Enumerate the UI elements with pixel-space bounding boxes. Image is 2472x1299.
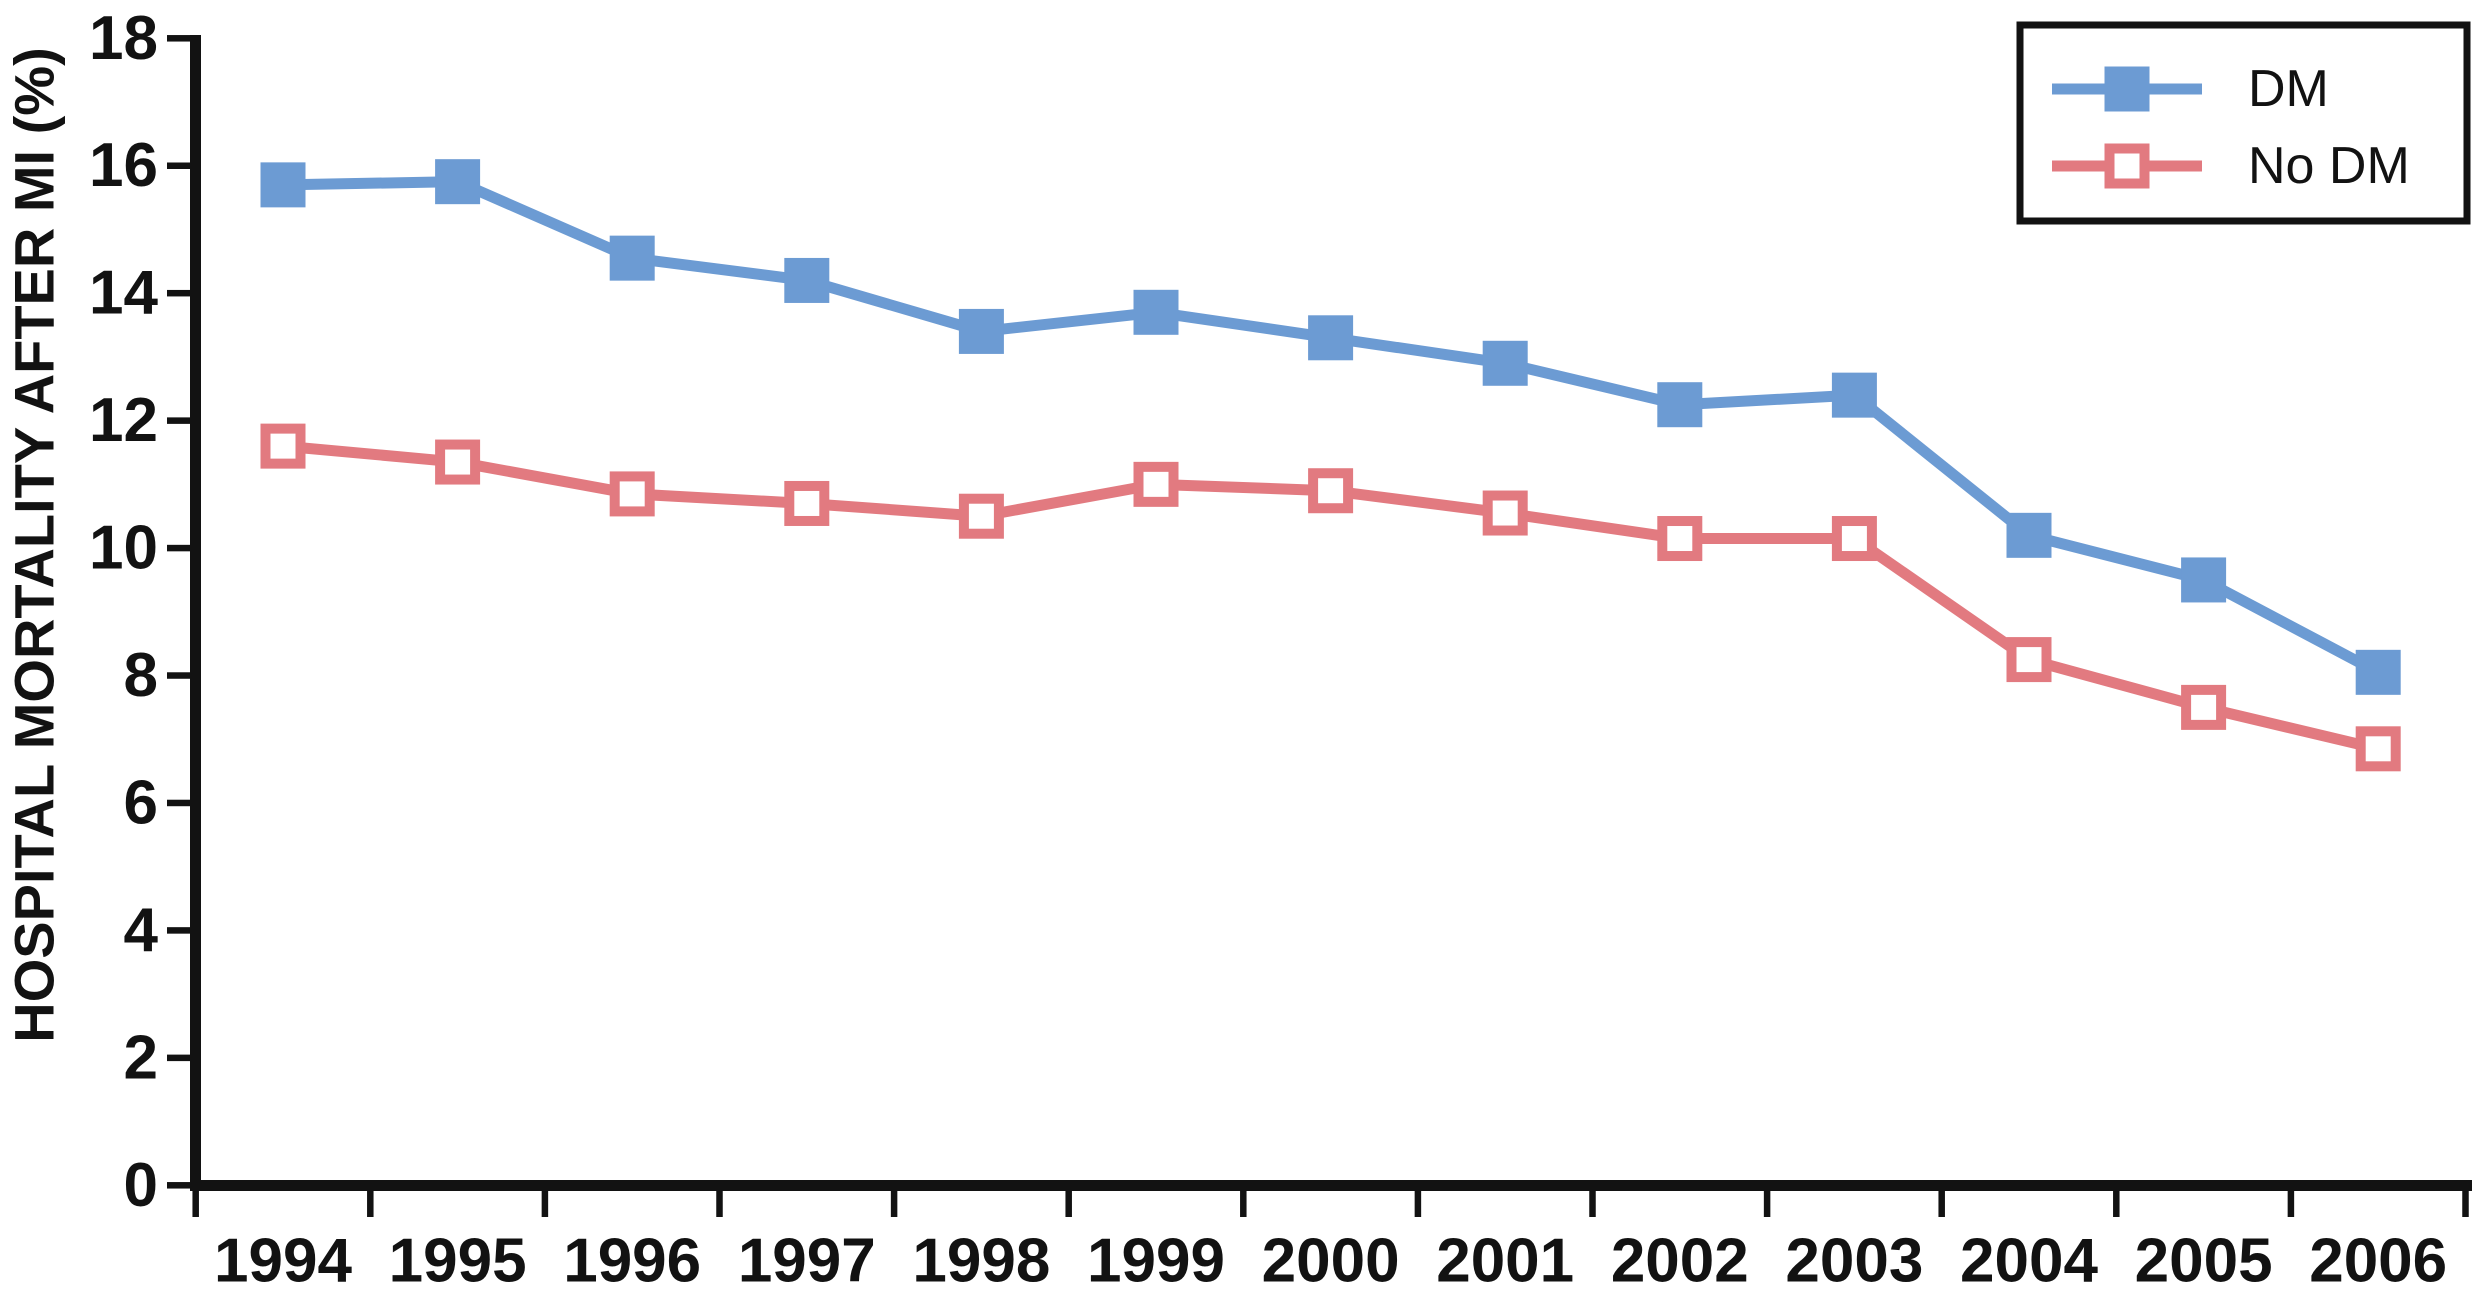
no-dm-marker-2000: [1308, 468, 1354, 514]
no-dm-marker-1998: [958, 493, 1004, 539]
no-dm-marker-1996: [609, 471, 655, 517]
y-tick-label-12: 12: [89, 386, 158, 455]
y-tick-label-6: 6: [124, 768, 158, 837]
y-tick-10: [167, 544, 191, 552]
y-tick-14: [167, 289, 191, 297]
y-tick-label-8: 8: [124, 641, 158, 710]
y-tick-12: [167, 417, 191, 424]
data-series: [260, 159, 2401, 772]
x-tick-9: [1763, 1186, 1771, 1217]
x-label-2003: 2003: [1785, 1227, 1923, 1296]
dm-marker-2000: [1308, 315, 1354, 361]
x-label-1995: 1995: [389, 1227, 527, 1296]
x-tick-7: [1414, 1186, 1422, 1217]
no-dm-marker-2006: [2355, 726, 2401, 772]
x-tick-4: [890, 1186, 898, 1217]
no-dm-marker-1997: [784, 480, 830, 526]
dm-marker-2002: [1657, 382, 1703, 428]
dm-marker-1998: [958, 308, 1004, 354]
y-tick-label-18: 18: [89, 4, 158, 73]
no-dm-marker-1994: [260, 423, 306, 469]
legend-swatch-dm-filled-square-icon: [2104, 66, 2150, 112]
x-axis-ticks: [192, 1186, 2469, 1217]
x-label-2001: 2001: [1436, 1227, 1574, 1296]
no-dm-marker-1995: [435, 439, 481, 485]
y-axis-ticks: 0 2 4 6 8 10 12 14 16 18: [89, 4, 191, 1220]
x-tick-6: [1240, 1186, 1247, 1217]
legend-item-no-dm: No DM: [2052, 137, 2410, 195]
x-axis-labels: 1994 1995 1996 1997 1998 1999 2000 2001 2002 2003…: [214, 1227, 2447, 1296]
legend-item-dm: DM: [2052, 60, 2329, 118]
no-dm-marker-1999: [1133, 461, 1179, 507]
y-tick-label-2: 2: [124, 1023, 158, 1092]
y-tick-4: [167, 927, 191, 934]
y-axis-line: [190, 35, 201, 1191]
x-tick-12: [2287, 1186, 2295, 1217]
legend: DM No DM: [2016, 21, 2471, 225]
legend-box: [2016, 21, 2471, 225]
x-tick-1: [367, 1186, 374, 1217]
x-axis-line: [190, 1180, 2472, 1191]
y-tick-16: [167, 162, 191, 169]
no-dm-marker-2004: [2006, 637, 2052, 683]
x-tick-8: [1589, 1186, 1596, 1217]
dm-marker-2004: [2006, 512, 2052, 558]
y-tick-0: [167, 1182, 191, 1189]
y-tick-label-16: 16: [89, 131, 158, 200]
dm-marker-1997: [784, 257, 830, 303]
dm-marker-2001: [1482, 340, 1528, 386]
legend-label-dm: DM: [2248, 60, 2329, 118]
y-tick-label-14: 14: [89, 259, 158, 328]
y-axis-title: HOSPITAL MORTALITY AFTER MI (%): [3, 47, 66, 1043]
x-tick-2: [541, 1186, 549, 1217]
x-label-1999: 1999: [1087, 1227, 1225, 1296]
x-tick-5: [1065, 1186, 1072, 1217]
x-label-1994: 1994: [214, 1227, 352, 1296]
dm-marker-1999: [1133, 289, 1179, 335]
x-label-1997: 1997: [738, 1227, 876, 1296]
no-dm-marker-2001: [1482, 490, 1528, 536]
x-label-2002: 2002: [1611, 1227, 1749, 1296]
y-tick-label-4: 4: [124, 896, 159, 965]
dm-marker-1994: [260, 162, 306, 208]
x-label-2004: 2004: [1960, 1227, 2098, 1296]
y-tick-18: [167, 35, 191, 42]
x-tick-10: [1938, 1186, 1945, 1217]
x-tick-3: [716, 1186, 723, 1217]
y-tick-8: [167, 672, 191, 679]
y-tick-6: [167, 799, 191, 807]
dm-marker-2003: [1831, 372, 1877, 418]
y-tick-label-10: 10: [89, 514, 158, 583]
legend-label-no-dm: No DM: [2248, 137, 2410, 195]
x-label-2000: 2000: [1262, 1227, 1400, 1296]
x-label-1998: 1998: [912, 1227, 1050, 1296]
dm-line: [282, 176, 2381, 678]
no-dm-marker-2005: [2181, 684, 2227, 730]
dm-marker-1995: [435, 159, 481, 205]
legend-swatch-no-dm-open-square-icon: [2104, 143, 2150, 189]
y-tick-2: [167, 1054, 191, 1062]
y-tick-label-0: 0: [124, 1151, 158, 1220]
no-dm-marker-2003: [1831, 516, 1877, 562]
no-dm-marker-2002: [1657, 516, 1703, 562]
dm-marker-1996: [609, 235, 655, 281]
x-label-2006: 2006: [2309, 1227, 2447, 1296]
x-label-2005: 2005: [2135, 1227, 2273, 1296]
dm-marker-2005: [2181, 557, 2227, 603]
x-label-1996: 1996: [563, 1227, 701, 1296]
dm-marker-2006: [2355, 649, 2401, 695]
x-tick-13: [2462, 1186, 2469, 1217]
x-tick-0: [192, 1186, 199, 1217]
x-tick-11: [2113, 1186, 2120, 1217]
